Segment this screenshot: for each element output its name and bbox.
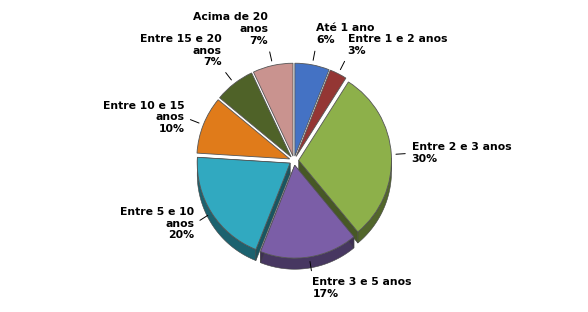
Text: Entre 3 e 5 anos
17%: Entre 3 e 5 anos 17% — [312, 277, 412, 299]
Wedge shape — [296, 70, 346, 157]
Wedge shape — [253, 63, 293, 156]
Text: Entre 2 e 3 anos
30%: Entre 2 e 3 anos 30% — [412, 143, 512, 164]
Text: Entre 15 e 20
anos
7%: Entre 15 e 20 anos 7% — [140, 34, 222, 67]
Wedge shape — [219, 73, 291, 157]
Wedge shape — [197, 157, 290, 250]
Polygon shape — [256, 163, 290, 261]
Polygon shape — [197, 157, 256, 261]
Text: Até 1 ano
6%: Até 1 ano 6% — [316, 23, 375, 45]
Text: Entre 1 e 2 anos
3%: Entre 1 e 2 anos 3% — [348, 34, 447, 56]
Text: Acima de 20
anos
7%: Acima de 20 anos 7% — [193, 12, 268, 46]
Wedge shape — [197, 100, 290, 159]
Polygon shape — [198, 157, 290, 174]
Polygon shape — [295, 165, 354, 248]
Polygon shape — [260, 165, 295, 263]
Polygon shape — [299, 160, 358, 243]
Polygon shape — [260, 237, 354, 269]
Wedge shape — [295, 63, 329, 156]
Text: Entre 5 e 10
anos
20%: Entre 5 e 10 anos 20% — [121, 207, 195, 241]
Polygon shape — [358, 158, 392, 243]
Text: Entre 10 e 15
anos
10%: Entre 10 e 15 anos 10% — [103, 101, 185, 134]
Wedge shape — [260, 165, 354, 258]
Wedge shape — [299, 82, 392, 232]
